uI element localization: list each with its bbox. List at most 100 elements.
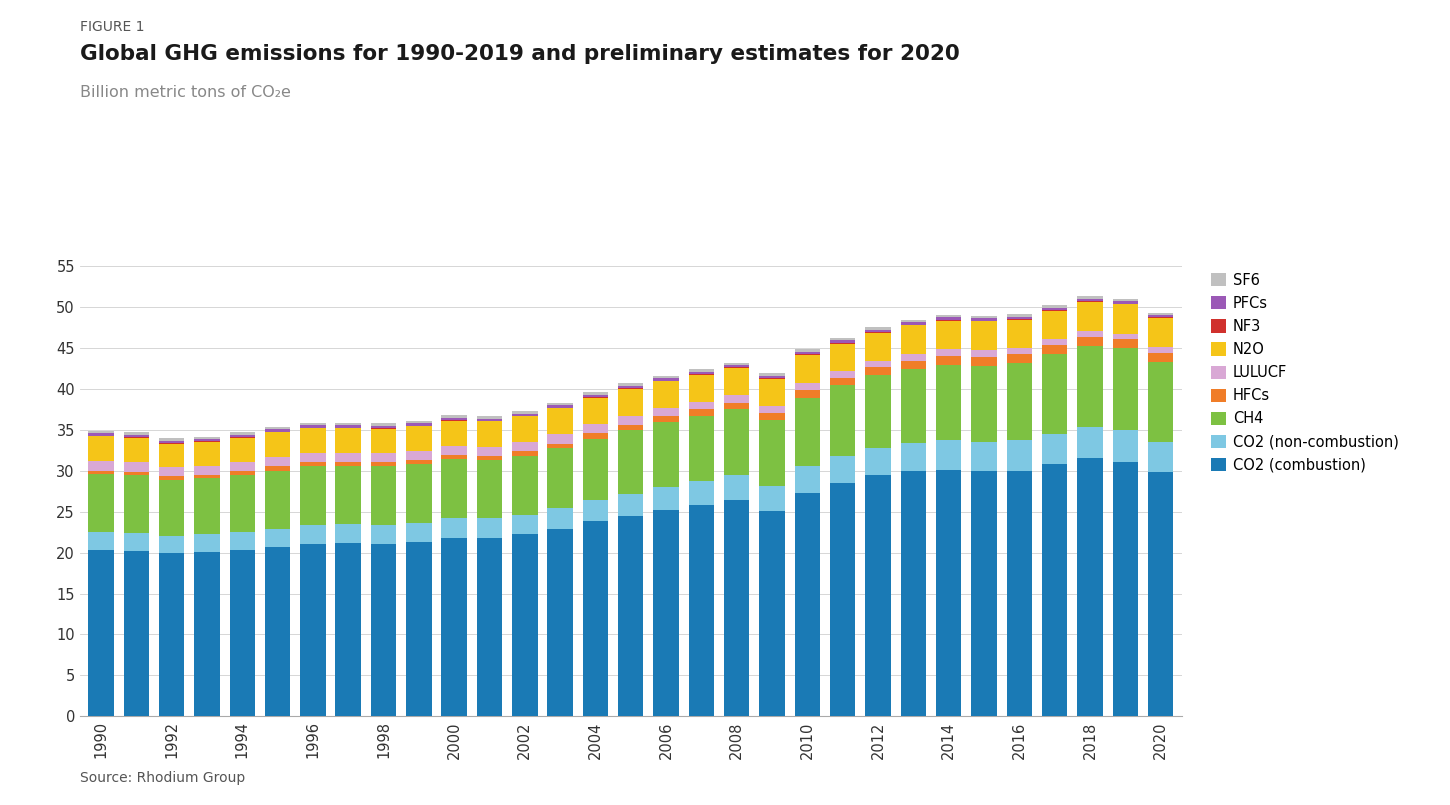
Bar — [88, 550, 113, 716]
Bar — [935, 349, 961, 356]
Bar — [654, 416, 679, 422]
Bar — [441, 459, 467, 518]
Bar — [583, 424, 608, 433]
Bar — [1077, 337, 1102, 346]
Bar — [1112, 461, 1138, 716]
Bar — [618, 389, 644, 415]
Bar — [441, 420, 467, 446]
Text: FIGURE 1: FIGURE 1 — [80, 20, 144, 34]
Bar — [160, 553, 184, 716]
Bar — [866, 330, 890, 332]
Bar — [829, 483, 856, 716]
Bar — [1148, 318, 1173, 347]
Bar — [160, 467, 184, 477]
Bar — [760, 419, 784, 486]
Bar — [335, 425, 361, 427]
Bar — [441, 415, 467, 418]
Bar — [512, 414, 538, 416]
Bar — [654, 376, 679, 378]
Bar — [1006, 316, 1032, 319]
Bar — [583, 392, 608, 394]
Bar — [795, 349, 821, 352]
Bar — [1006, 320, 1032, 349]
Bar — [371, 466, 396, 525]
Bar — [1043, 308, 1067, 310]
Bar — [972, 365, 996, 442]
Bar — [1006, 354, 1032, 363]
Bar — [829, 456, 856, 483]
Bar — [1006, 314, 1032, 316]
Bar — [265, 466, 290, 471]
Bar — [829, 341, 856, 343]
Bar — [829, 344, 856, 371]
Bar — [866, 367, 890, 375]
Bar — [795, 398, 821, 466]
Bar — [1112, 431, 1138, 461]
Bar — [123, 462, 149, 473]
Bar — [724, 476, 750, 500]
Bar — [265, 456, 290, 466]
Bar — [160, 438, 184, 440]
Bar — [583, 394, 608, 397]
Bar — [795, 493, 821, 716]
Bar — [866, 361, 890, 367]
Bar — [1077, 458, 1102, 716]
Bar — [371, 423, 396, 426]
Bar — [300, 428, 326, 452]
Bar — [1148, 347, 1173, 353]
Bar — [1112, 304, 1138, 334]
Bar — [900, 325, 927, 354]
Bar — [1077, 296, 1102, 299]
Bar — [512, 442, 538, 451]
Bar — [88, 474, 113, 532]
Bar — [335, 428, 361, 452]
Bar — [618, 415, 644, 425]
Bar — [724, 500, 750, 716]
Bar — [654, 422, 679, 487]
Bar — [689, 369, 713, 372]
Bar — [760, 486, 784, 510]
Bar — [88, 471, 113, 474]
Bar — [900, 320, 927, 322]
Bar — [371, 426, 396, 428]
Bar — [1043, 464, 1067, 716]
Bar — [548, 435, 573, 444]
Bar — [583, 439, 608, 500]
Bar — [406, 423, 432, 426]
Bar — [866, 476, 890, 716]
Bar — [900, 354, 927, 361]
Bar — [829, 371, 856, 378]
Bar — [548, 403, 573, 406]
Bar — [194, 475, 219, 478]
Bar — [300, 425, 326, 427]
Bar — [477, 419, 502, 421]
Bar — [406, 542, 432, 716]
Bar — [654, 382, 679, 408]
Bar — [866, 328, 890, 330]
Bar — [900, 443, 927, 472]
Bar — [583, 433, 608, 439]
Bar — [229, 462, 255, 472]
Bar — [160, 480, 184, 536]
Bar — [1148, 361, 1173, 442]
Bar — [160, 477, 184, 480]
Bar — [760, 376, 784, 378]
Bar — [689, 505, 713, 716]
Bar — [335, 465, 361, 524]
Bar — [406, 464, 432, 523]
Bar — [1043, 305, 1067, 308]
Bar — [88, 431, 113, 433]
Bar — [618, 431, 644, 493]
Bar — [477, 518, 502, 538]
Bar — [1006, 363, 1032, 440]
Bar — [265, 427, 290, 429]
Bar — [477, 447, 502, 456]
Bar — [160, 444, 184, 467]
Bar — [335, 524, 361, 543]
Bar — [935, 356, 961, 365]
Bar — [618, 425, 644, 431]
Bar — [265, 471, 290, 529]
Bar — [123, 438, 149, 462]
Bar — [160, 536, 184, 553]
Bar — [866, 448, 890, 476]
